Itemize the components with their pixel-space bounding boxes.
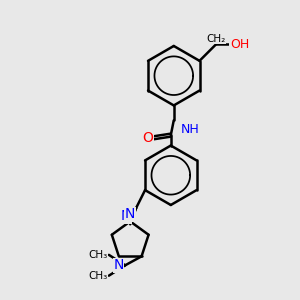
Text: CH₂: CH₂	[206, 34, 226, 44]
Text: OH: OH	[230, 38, 249, 51]
Text: O: O	[142, 131, 153, 145]
Text: CH₃: CH₃	[88, 271, 107, 281]
Text: N: N	[113, 258, 124, 272]
Text: N: N	[121, 209, 131, 223]
Text: NH: NH	[180, 123, 199, 136]
Text: CH₃: CH₃	[88, 250, 107, 260]
Text: N: N	[125, 207, 135, 221]
